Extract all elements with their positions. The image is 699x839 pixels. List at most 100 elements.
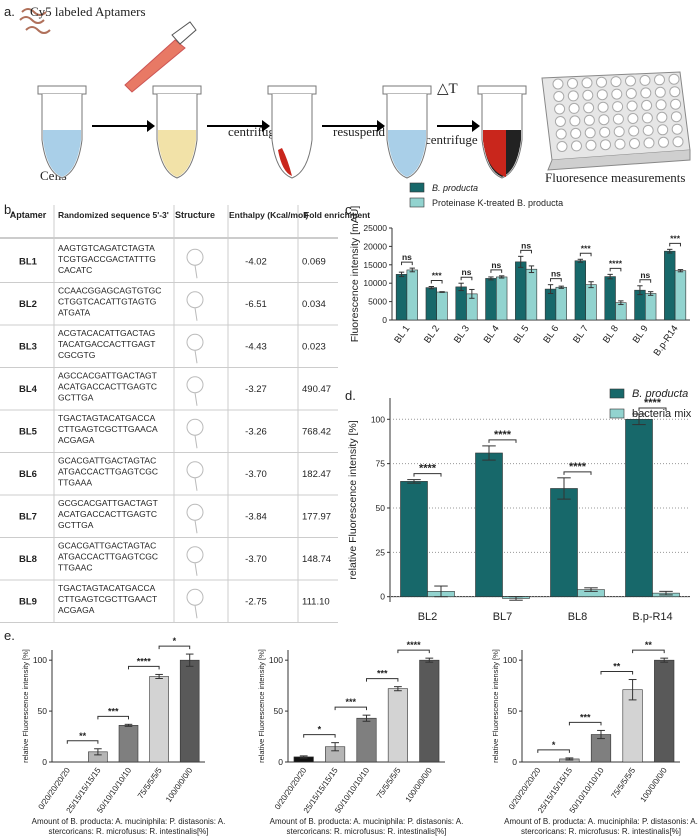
- y-tick-label: 50: [508, 706, 518, 716]
- x-axis-label: Amount of B. producta: A. muciniphila: P…: [31, 817, 226, 836]
- tube-cap: [477, 85, 527, 95]
- sequence-line: GCTTGA: [58, 393, 94, 403]
- significance-bracket: [303, 734, 336, 738]
- x-tick-label: 75/5/5/5/5: [609, 766, 637, 801]
- structure-stem: [194, 520, 198, 534]
- table-header: Fold enrichment: [304, 210, 370, 220]
- y-tick-label: 50: [376, 503, 386, 513]
- well: [556, 141, 568, 152]
- bar: [674, 270, 687, 321]
- table-header: Structure: [175, 210, 215, 220]
- sequence-line: CTTGAGTCGCTTGAACA: [58, 424, 158, 434]
- bar: [475, 452, 503, 597]
- significance-bracket: [397, 649, 430, 654]
- sequence-line: ACATGACCACTTGAGTC: [58, 509, 157, 519]
- bar: [425, 287, 437, 321]
- bar: [615, 302, 627, 321]
- y-tick-label: 50: [274, 706, 284, 716]
- tube-body: [271, 94, 313, 179]
- x-tick-label: BL 3: [452, 323, 472, 345]
- reagent-label: Cy5 labeled Aptamers: [30, 4, 146, 19]
- x-axis-label: Amount of B. producta: A. muciniphila: P…: [504, 817, 698, 836]
- well: [614, 138, 626, 150]
- bar: [419, 659, 440, 763]
- legend-label: B. producta: [632, 388, 688, 400]
- sequence-line: TACATGACCACTTGAGT: [58, 339, 155, 349]
- significance-bracket: [128, 665, 160, 670]
- structure-stem: [194, 265, 198, 279]
- sequence-line: GCACGATTGACTAGTAC: [58, 456, 156, 466]
- structure-glyph: [186, 418, 204, 436]
- significance-bracket: [639, 279, 652, 283]
- significance-label: **: [645, 640, 653, 650]
- significance-bracket: [638, 407, 667, 411]
- well: [555, 128, 567, 140]
- table-cell: -4.43: [245, 341, 267, 352]
- sequence-line: GCGCACGATTGACTAGT: [58, 498, 158, 508]
- bar: [625, 418, 653, 597]
- sequence-line: AAGTGTCAGATCTAGTA: [58, 243, 155, 253]
- x-tick-label: BL 9: [631, 323, 651, 345]
- table-cell: 0.023: [302, 341, 326, 352]
- table-cell: 768.42: [302, 426, 331, 437]
- bar: [664, 250, 676, 321]
- significance-bracket: [460, 276, 473, 281]
- x-tick-label: 50/10/10/10/10: [333, 766, 371, 815]
- bar: [485, 278, 497, 321]
- significance-label: ns: [491, 260, 501, 270]
- sequence-line: AGCCACGATTGACTAGT: [58, 371, 157, 381]
- table-cell: 177.97: [302, 511, 331, 522]
- significance-label: ns: [402, 252, 412, 262]
- bar: [550, 488, 578, 597]
- y-tick-label: 100: [503, 655, 517, 665]
- bar: [654, 659, 675, 763]
- x-tick-label: 0/20/20/20/20: [273, 766, 309, 812]
- bar: [400, 481, 428, 597]
- table-cell: BL5: [19, 426, 38, 437]
- legend-label: bacteria mix: [632, 408, 692, 420]
- sequence-line: TCGTGACCGACTATTTG: [58, 254, 156, 264]
- table-header: Randomized sequence 5'-3': [58, 210, 169, 220]
- significance-label: ***: [670, 233, 681, 243]
- well: [554, 103, 566, 115]
- bar: [179, 659, 200, 763]
- table-cell: BL9: [19, 596, 37, 607]
- significance-label: ***: [580, 712, 591, 722]
- sequence-line: ATGATA: [58, 308, 90, 318]
- significance-label: ns: [551, 269, 561, 279]
- y-axis-label: relative Fluorescence intensity [%]: [491, 649, 500, 763]
- y-axis-label: relative Fluorescence intensity [%]: [21, 649, 30, 763]
- well: [627, 113, 639, 124]
- well: [567, 77, 578, 89]
- panel-label: d.: [345, 388, 356, 403]
- significance-bracket: [609, 267, 622, 272]
- table-cell: -3.27: [245, 384, 267, 395]
- table-cell: BL6: [19, 469, 37, 480]
- significance-label: ns: [462, 267, 472, 277]
- sequence-line: ACATGACCACTTGAGTC: [58, 382, 157, 392]
- well: [569, 115, 581, 127]
- x-tick-label: BL 8: [601, 323, 621, 345]
- y-tick-label: 0: [380, 592, 385, 602]
- significance-bracket: [66, 740, 99, 744]
- x-tick-label: BL 5: [512, 323, 532, 345]
- significance-label: *: [173, 636, 177, 646]
- well: [654, 86, 666, 98]
- tube-cap: [37, 85, 87, 95]
- bar: [149, 676, 169, 763]
- well: [643, 137, 655, 149]
- well: [583, 114, 595, 126]
- significance-label: ****: [494, 429, 512, 441]
- x-tick-label: 0/20/20/20/20: [36, 766, 72, 812]
- structure-glyph: [186, 291, 204, 309]
- structure-glyph: [186, 546, 204, 564]
- pipette-top: [171, 21, 197, 45]
- readout-label: Fluoresence measurements: [545, 170, 685, 185]
- legend-swatch: [609, 388, 625, 399]
- x-tick-label: 100/0/0/0/0: [164, 766, 195, 804]
- table-cell: -3.84: [245, 511, 267, 522]
- significance-bracket: [568, 721, 602, 726]
- significance-bracket: [488, 439, 517, 443]
